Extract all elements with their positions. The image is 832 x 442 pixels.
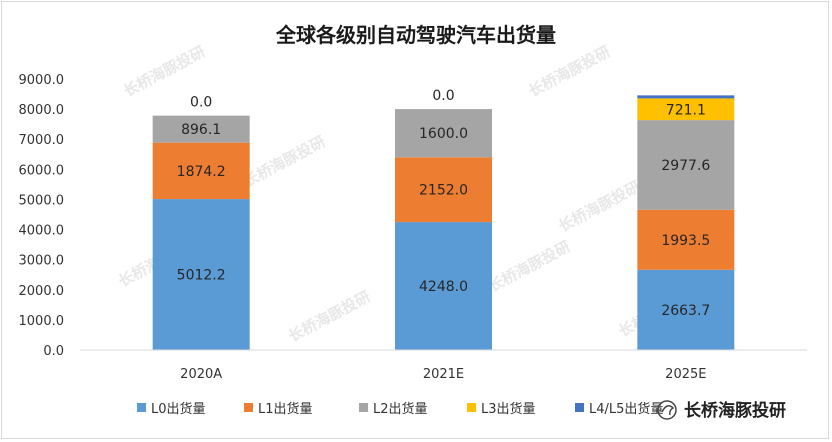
watermark-text: 长桥海豚投研 xyxy=(285,287,373,345)
bar-segment xyxy=(637,98,735,121)
chart-title: 全球各级别自动驾驶汽车出货量 xyxy=(275,23,556,47)
legend-swatch xyxy=(137,403,146,412)
legend-item: L4/L5出货量 xyxy=(575,401,663,417)
legend-swatch xyxy=(244,403,253,412)
legend-swatch xyxy=(359,403,368,412)
bar-segment xyxy=(637,209,735,270)
data-label: 1600.0 xyxy=(419,126,468,142)
y-axis: 0.0 1000.0 2000.0 3000.0 4000.0 5000.0 6000.0 7… xyxy=(19,73,65,359)
y-tick-label: 4000.0 xyxy=(19,224,65,239)
bar-segment xyxy=(395,157,492,223)
bar-group-2025E: 2663.7 1993.5 2977.6 721.1 xyxy=(637,95,735,350)
bar-segment xyxy=(395,109,492,158)
data-label: 0.0 xyxy=(190,95,212,111)
legend-label: L0出货量 xyxy=(151,401,206,417)
legend-item: L2出货量 xyxy=(359,401,428,417)
y-tick-label: 8000.0 xyxy=(19,103,65,118)
y-tick-label: 7000.0 xyxy=(19,133,65,148)
bar-segment xyxy=(637,95,735,99)
legend-item: L1出货量 xyxy=(244,401,313,417)
legend-label: L1出货量 xyxy=(258,401,313,417)
data-label: 5012.2 xyxy=(177,268,226,284)
legend: L0出货量 L1出货量 L2出货量 L3出货量 L4/L5出货量 xyxy=(137,401,663,417)
watermark-text: 长桥海豚投研 xyxy=(240,132,328,190)
bar-segment xyxy=(637,269,735,350)
brand-mark: 长桥海豚投研 xyxy=(657,400,786,421)
legend-label: L4/L5出货量 xyxy=(589,401,663,417)
y-tick-label: 9000.0 xyxy=(19,73,65,88)
x-axis: 2020A 2021E 2025E xyxy=(80,349,807,382)
y-tick-label: 3000.0 xyxy=(19,254,65,269)
bar-segment xyxy=(152,115,250,143)
bar-segment xyxy=(152,199,250,350)
y-tick-label: 5000.0 xyxy=(19,193,65,208)
legend-swatch xyxy=(467,403,476,412)
watermark-text: 长桥海豚投研 xyxy=(525,42,613,100)
x-tick-label: 2025E xyxy=(665,367,706,382)
watermark-text: 长桥海豚投研 xyxy=(120,42,208,100)
x-tick-label: 2020A xyxy=(180,367,222,382)
bars: 5012.2 1874.2 896.1 0.0 4248.0 2152.0 1600.0 0.… xyxy=(152,88,735,350)
legend-label: L2出货量 xyxy=(373,401,428,417)
data-label: 2977.6 xyxy=(661,158,710,174)
data-label: 1874.2 xyxy=(177,164,226,180)
data-label: 2152.0 xyxy=(419,183,468,199)
data-label: 0.0 xyxy=(432,88,454,104)
x-tick-label: 2021E xyxy=(423,367,464,382)
watermark-text: 长桥海豚投研 xyxy=(555,177,643,235)
bar-segment xyxy=(395,222,492,350)
data-label: 721.1 xyxy=(666,102,706,118)
y-tick-label: 0.0 xyxy=(43,344,64,359)
legend-item: L3出货量 xyxy=(467,401,536,417)
brand-text: 长桥海豚投研 xyxy=(684,400,786,421)
brand-logo-icon xyxy=(657,400,677,420)
legend-item: L0出货量 xyxy=(137,401,206,417)
bar-group-2021E: 4248.0 2152.0 1600.0 0.0 xyxy=(395,88,492,350)
legend-label: L3出货量 xyxy=(481,401,536,417)
bar-segment xyxy=(152,142,250,200)
legend-swatch xyxy=(575,403,584,412)
data-label: 896.1 xyxy=(181,122,221,138)
y-tick-label: 1000.0 xyxy=(19,314,65,329)
y-tick-label: 6000.0 xyxy=(19,163,65,178)
data-label: 1993.5 xyxy=(661,233,710,249)
bar-segment xyxy=(637,120,735,210)
y-tick-label: 2000.0 xyxy=(19,284,65,299)
watermark-text: 长桥海豚投研 xyxy=(485,237,573,295)
bar-group-2020A: 5012.2 1874.2 896.1 0.0 xyxy=(152,95,250,350)
brand-logo-icon-inner xyxy=(661,405,675,416)
data-label: 4248.0 xyxy=(419,279,468,295)
data-label: 2663.7 xyxy=(661,303,710,319)
